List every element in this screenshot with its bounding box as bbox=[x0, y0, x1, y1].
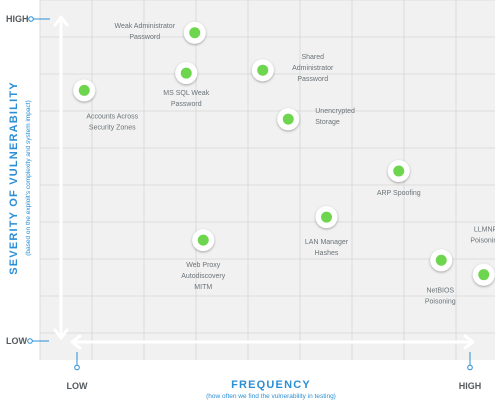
y-axis-arrow bbox=[53, 15, 69, 340]
x-low-connector bbox=[74, 352, 80, 371]
y-axis-high-label: HIGH bbox=[6, 14, 29, 24]
x-axis-title: FREQUENCY bbox=[231, 379, 311, 391]
data-point-group: Accounts Across Security Zones bbox=[73, 79, 139, 131]
y-axis-subtitle: (based on the exploit's complexity and s… bbox=[25, 100, 32, 256]
data-point-label: ARP Spoofing bbox=[377, 190, 421, 197]
data-point bbox=[282, 113, 294, 125]
x-axis-arrow bbox=[70, 334, 475, 350]
data-point-label: NetBIOS Poisoning bbox=[425, 287, 456, 305]
data-point-label: LAN Manager Hashes bbox=[305, 239, 349, 257]
data-point bbox=[197, 234, 209, 246]
data-point bbox=[180, 67, 192, 79]
plot-background bbox=[40, 0, 495, 360]
data-point-group: Weak Administrator Password bbox=[114, 21, 206, 44]
data-point-group: Shared Administrator Password bbox=[251, 54, 334, 83]
data-point-group: NetBIOS Poisoning bbox=[425, 249, 456, 305]
data-point-group: LAN Manager Hashes bbox=[305, 206, 349, 257]
data-point bbox=[478, 269, 490, 281]
y-axis-low-label: LOW bbox=[6, 336, 27, 346]
x-high-connector bbox=[467, 352, 473, 371]
data-point bbox=[393, 165, 405, 177]
data-point-group: LLMNRPoisoning bbox=[470, 227, 495, 286]
data-point-label: LLMNRPoisoning bbox=[470, 227, 495, 245]
data-point-group: MS SQL Weak Password bbox=[163, 62, 210, 108]
data-point-group: ARP Spoofing bbox=[377, 160, 421, 197]
data-point bbox=[321, 211, 332, 223]
data-points: Weak Administrator Password Accounts Acros… bbox=[73, 21, 495, 305]
x-axis-low-label: LOW bbox=[67, 381, 88, 391]
y-high-connector bbox=[28, 16, 50, 22]
grid-lines bbox=[39, 0, 495, 360]
data-point bbox=[435, 254, 447, 266]
data-point-label: MS SQL Weak Password bbox=[163, 90, 209, 108]
data-point-label: Accounts Across Security Zones bbox=[86, 113, 138, 131]
data-point-group: Web Proxy Autodiscovery MITM bbox=[181, 229, 226, 291]
x-axis-high-label: HIGH bbox=[459, 381, 482, 391]
y-low-connector bbox=[27, 338, 49, 344]
data-point bbox=[78, 84, 90, 96]
data-point-label: Web Proxy Autodiscovery MITM bbox=[181, 262, 225, 291]
data-point-label: Shared Administrator Password bbox=[292, 54, 334, 83]
data-point bbox=[189, 27, 201, 39]
data-point bbox=[257, 64, 269, 76]
data-point-label: Unencrypted Storage bbox=[315, 108, 355, 126]
data-point-group: Unencrypted Storage bbox=[277, 108, 355, 131]
x-axis-subtitle: (how often we find the vulnerability in … bbox=[206, 393, 336, 400]
y-axis-title: SEVERITY OF VULNERABILITY bbox=[8, 81, 20, 275]
data-point-label: Weak Administrator Password bbox=[114, 23, 175, 41]
